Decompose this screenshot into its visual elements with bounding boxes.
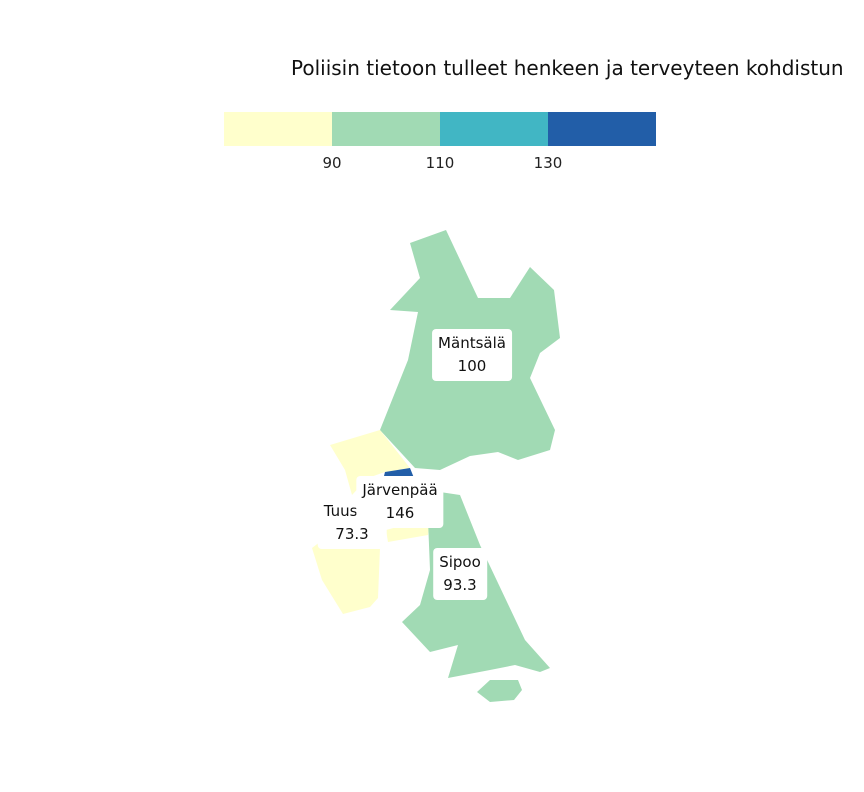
label-sipoo-value: 93.3 xyxy=(443,576,477,594)
label-jarvenpaa: Järvenpää 146 xyxy=(356,476,444,528)
legend-tick-130: 130 xyxy=(533,154,563,172)
label-mantsala-value: 100 xyxy=(457,357,487,375)
legend-bin-3 xyxy=(440,112,548,146)
label-tuusula-value: 73.3 xyxy=(335,525,369,543)
label-mantsala-name: Mäntsälä xyxy=(438,334,506,352)
map-title: Poliisin tietoon tulleet henkeen ja terv… xyxy=(291,56,844,80)
region-tuusula[interactable] xyxy=(330,430,410,495)
label-jarvenpaa-value: 146 xyxy=(385,504,415,522)
region-sipoo-island[interactable] xyxy=(477,680,522,702)
legend-tick-90: 90 xyxy=(322,154,342,172)
legend-bin-2 xyxy=(332,112,440,146)
legend-bin-1 xyxy=(224,112,332,146)
legend-bin-4 xyxy=(548,112,656,146)
region-tuusula-south[interactable] xyxy=(312,528,380,614)
label-sipoo-name: Sipoo xyxy=(439,553,481,571)
legend-tick-110: 110 xyxy=(425,154,455,172)
color-legend xyxy=(224,112,656,146)
label-jarvenpaa-name: Järvenpää xyxy=(362,481,438,499)
label-sipoo: Sipoo 93.3 xyxy=(433,548,487,600)
label-mantsala: Mäntsälä 100 xyxy=(432,329,512,381)
